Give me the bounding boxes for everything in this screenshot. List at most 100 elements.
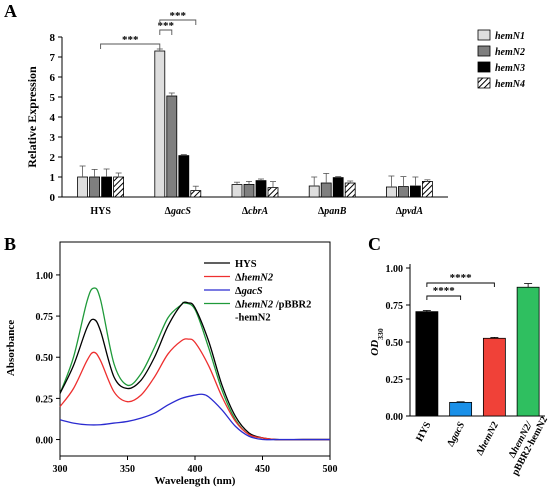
panel-c-y-axis-label-part-0: OD <box>369 340 381 356</box>
panel-a-bar <box>89 176 100 198</box>
panel-letter-c: C <box>368 234 381 254</box>
panel-c-significance-label: **** <box>433 285 456 297</box>
panel-a-y-tick-label: 7 <box>50 52 56 64</box>
panel-b-legend-label: ΔgacS <box>235 286 263 297</box>
panel-b-plot-frame <box>59 241 331 457</box>
panel-b-y-tick-label: 0.00 <box>36 436 54 447</box>
panel-c-x-tick-label: HYS <box>414 420 434 444</box>
panel-a-bar <box>190 190 202 198</box>
panel-a-significance-label: *** <box>170 10 187 22</box>
panel-b-x-tick-label: 500 <box>323 464 338 475</box>
panel-b-x-tick-label: 300 <box>53 464 68 475</box>
panel-b-legend-label-part-1: hemN2 <box>242 300 274 311</box>
panel-a-bar <box>344 182 356 198</box>
panel-a-bar <box>154 50 166 198</box>
panel-a-significance-label: *** <box>122 34 139 46</box>
panel-a-legend-label: hemN1 <box>495 31 525 42</box>
panel-c-x-tick-label-group: HYS <box>414 420 434 444</box>
panel-a-y-axis-label: Relative Expression <box>25 66 39 168</box>
panel-c-y-tick-label: 0.00 <box>386 412 404 423</box>
panel-b-x-tick-label: 450 <box>255 464 270 475</box>
panel-a-bracket-line <box>159 29 173 35</box>
panel-a-bar <box>255 180 267 198</box>
panel-c-y-tick-label: 0.25 <box>386 375 404 386</box>
panel-c-x-tick-label-group: ΔhemN2 <box>474 420 501 457</box>
panel-c-significance-bracket: **** <box>426 272 495 287</box>
panel-a-bar <box>308 185 320 198</box>
panel-a-bracket-line <box>159 19 197 25</box>
panel-a-x-tick-label-part-1: cbrA <box>248 206 268 217</box>
panel-a-bar <box>77 176 88 198</box>
panel-a-y-tick-label: 3 <box>50 132 56 144</box>
panel-b-legend-label-line2: -hemN2 <box>235 313 271 324</box>
panel-a-y-tick-label: 8 <box>50 32 56 44</box>
panel-a-bar <box>178 155 190 198</box>
panel-b-legend-label-part-0: Δ <box>235 300 242 311</box>
panel-a-y-tick-label: 0 <box>50 192 56 204</box>
panel-c-x-tick-label-part-1: hemN2 <box>477 420 501 452</box>
panel-c-bracket-line <box>426 282 495 287</box>
panel-a-x-tick-label-part-0: Δ <box>242 206 249 217</box>
panel-b-legend-label: ΔhemN2 /pBBR2 <box>235 300 311 311</box>
panel-a-x-tick-label-part-1: panB <box>323 206 347 217</box>
panel-a-bar <box>332 177 344 198</box>
panel-c-x-tick-label-part-0: Δ <box>445 437 458 448</box>
panel-a-x-tick-label: ΔpvdA <box>396 206 424 217</box>
panel-b-x-tick-label: 400 <box>188 464 203 475</box>
panel-letter-b: B <box>4 234 16 254</box>
panel-c-significance-label: **** <box>450 272 473 284</box>
panel-a-y-tick-label: 6 <box>50 72 56 84</box>
panel-c-significance-bracket: **** <box>426 285 462 300</box>
panel-a-bar <box>166 95 178 198</box>
panel-a-x-tick-label: ΔpanB <box>318 206 347 217</box>
panel-c-bar <box>482 337 506 417</box>
panel-a-legend-swatch <box>477 29 491 41</box>
panel-a-bar <box>421 180 433 198</box>
panel-a-legend-label: hemN3 <box>495 63 525 74</box>
panel-b-series-line <box>59 338 330 441</box>
panel-b-line-chart: Wavelength (nm) Absorbance 0.00 0.25 0.50 0… <box>5 241 338 487</box>
panel-c-x-tick-label-part-0: Δ <box>474 446 487 457</box>
panel-a-significance-bracket: *** <box>159 10 197 25</box>
panel-a-legend-swatch <box>477 77 491 89</box>
panel-b-legend-label-part-0: Δ <box>235 286 242 297</box>
panel-b-y-axis-label: Absorbance <box>5 320 17 376</box>
panel-a-x-tick-label-part-1: pvdA <box>401 206 423 217</box>
panel-b-legend-label: ΔhemN2 <box>235 273 274 284</box>
panel-a-legend-swatch <box>477 61 491 73</box>
panel-c-bar <box>415 311 439 417</box>
panel-a-bar <box>231 184 243 198</box>
panel-c-y-tick-label: 1.00 <box>386 264 404 275</box>
panel-b-legend-label-part-2: /pBBR2 <box>273 300 311 311</box>
panel-b-legend-label-part-0: Δ <box>235 273 242 284</box>
panel-a-bar <box>409 185 421 198</box>
panel-b-series-line <box>59 393 330 441</box>
panel-a-legend-swatch <box>477 45 491 57</box>
panel-a-y-tick-label: 1 <box>50 172 56 184</box>
panel-c-x-tick-label-group: ΔhemN2/pBBR2-hemN2 <box>507 415 550 478</box>
panel-a-x-tick-label-part-0: Δ <box>396 206 403 217</box>
panel-c-x-tick-label-part-0: HYS <box>414 420 434 444</box>
panel-b-y-tick-label: 0.25 <box>36 394 54 405</box>
panel-c-x-tick-label: ΔgacS <box>445 420 467 449</box>
panel-a-x-tick-label-part-1: gacS <box>170 206 191 217</box>
panel-b-y-tick-label: 0.50 <box>36 353 54 364</box>
panel-c-y-tick-label: 0.75 <box>386 301 404 312</box>
panel-c-bar <box>449 401 473 417</box>
panel-a-significance-bracket: *** <box>158 20 175 35</box>
panel-a-bar <box>101 176 112 198</box>
panel-b-x-axis-label: Wavelength (nm) <box>155 475 236 487</box>
panel-a-x-tick-label: ΔcbrA <box>242 206 269 217</box>
panel-b-series-line <box>59 287 330 441</box>
panel-a-y-tick-label: 5 <box>50 92 56 104</box>
panel-a-bar <box>113 176 124 198</box>
panel-b-x-tick-label: 350 <box>120 464 135 475</box>
panel-a-bar <box>320 182 332 198</box>
panel-c-x-tick-label-group: ΔgacS <box>445 420 467 449</box>
panel-c-bracket-line <box>426 295 462 300</box>
panel-a-bar <box>267 187 279 198</box>
panel-a-x-tick-label-part-0: Δ <box>165 206 172 217</box>
panel-c-x-tick-label-part-0: Δ <box>507 449 520 460</box>
